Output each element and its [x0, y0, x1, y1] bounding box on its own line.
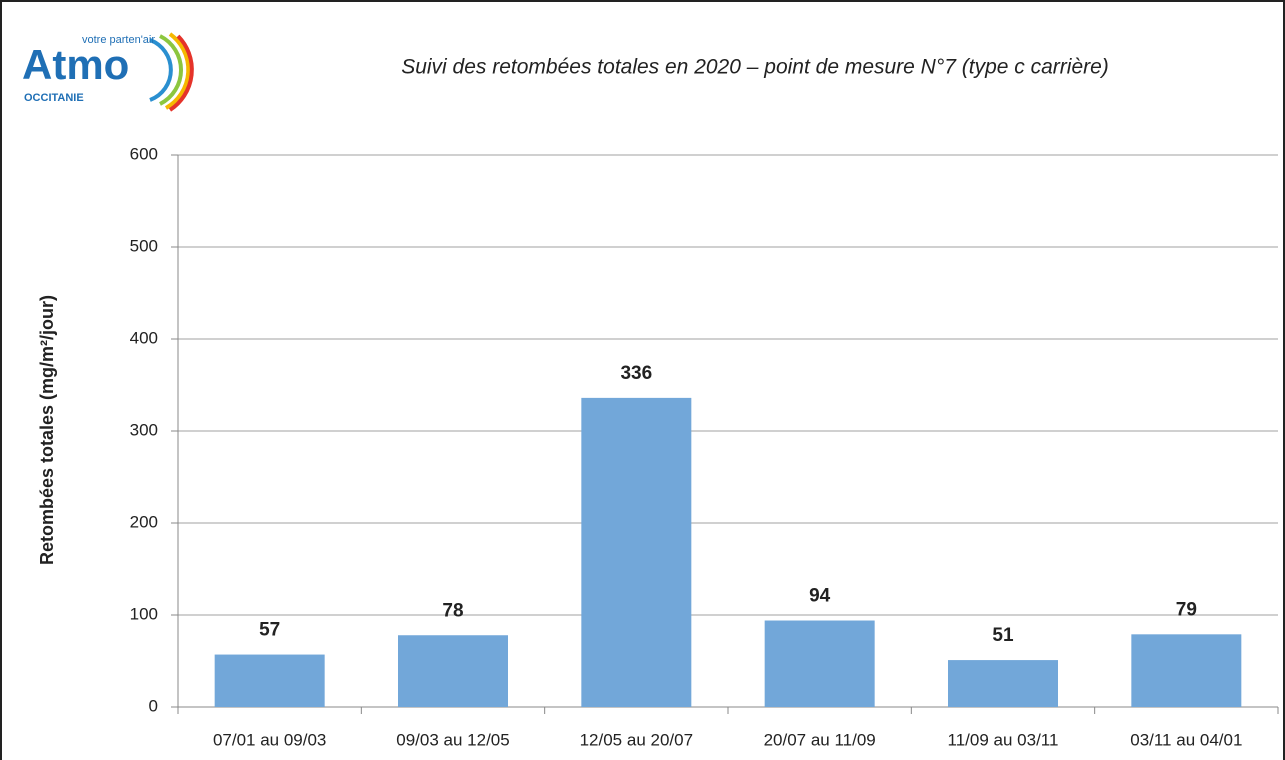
logo-tagline: votre parten'air: [82, 34, 155, 46]
y-tick-label: 100: [130, 604, 158, 623]
y-tick-label: 500: [130, 236, 158, 255]
y-axis-label: Retombées totales (mg/m²/jour): [37, 295, 57, 565]
logo-region: OCCITANIE: [24, 92, 84, 104]
x-tick-label: 11/09 au 03/11: [948, 730, 1059, 749]
y-tick-label: 200: [130, 512, 158, 531]
bar: [948, 660, 1058, 707]
value-label: 78: [442, 600, 463, 621]
logo: Atmo votre parten'air OCCITANIE: [22, 32, 194, 112]
bar: [581, 397, 692, 707]
value-label: 79: [1176, 599, 1197, 620]
y-tick-label: 300: [130, 420, 158, 439]
chart-title: Suivi des retombées totales en 2020 – po…: [401, 56, 1109, 79]
x-tick-label: 12/05 au 20/07: [580, 730, 693, 749]
bar: [1131, 634, 1242, 707]
value-label: 57: [259, 620, 280, 641]
x-tick-label: 09/03 au 12/05: [396, 730, 509, 749]
x-tick-label: 07/01 au 09/03: [213, 730, 326, 749]
y-tick-label: 600: [130, 144, 158, 163]
bar: [398, 635, 508, 707]
bar: [764, 620, 875, 707]
logo-arc: [164, 32, 191, 110]
x-tick-label: 03/11 au 04/01: [1130, 730, 1242, 749]
x-tick-label: 20/07 au 11/09: [764, 730, 876, 749]
bar: [214, 654, 325, 707]
logo-arc: [149, 38, 173, 102]
value-label: 51: [992, 625, 1014, 646]
value-label: 94: [809, 586, 831, 607]
logo-arc: [159, 34, 183, 106]
logo-name: Atmo: [22, 41, 129, 88]
logo-arc: [168, 34, 194, 112]
value-label: 336: [620, 363, 652, 384]
y-tick-label: 0: [149, 696, 158, 715]
y-tick-label: 400: [130, 328, 158, 347]
